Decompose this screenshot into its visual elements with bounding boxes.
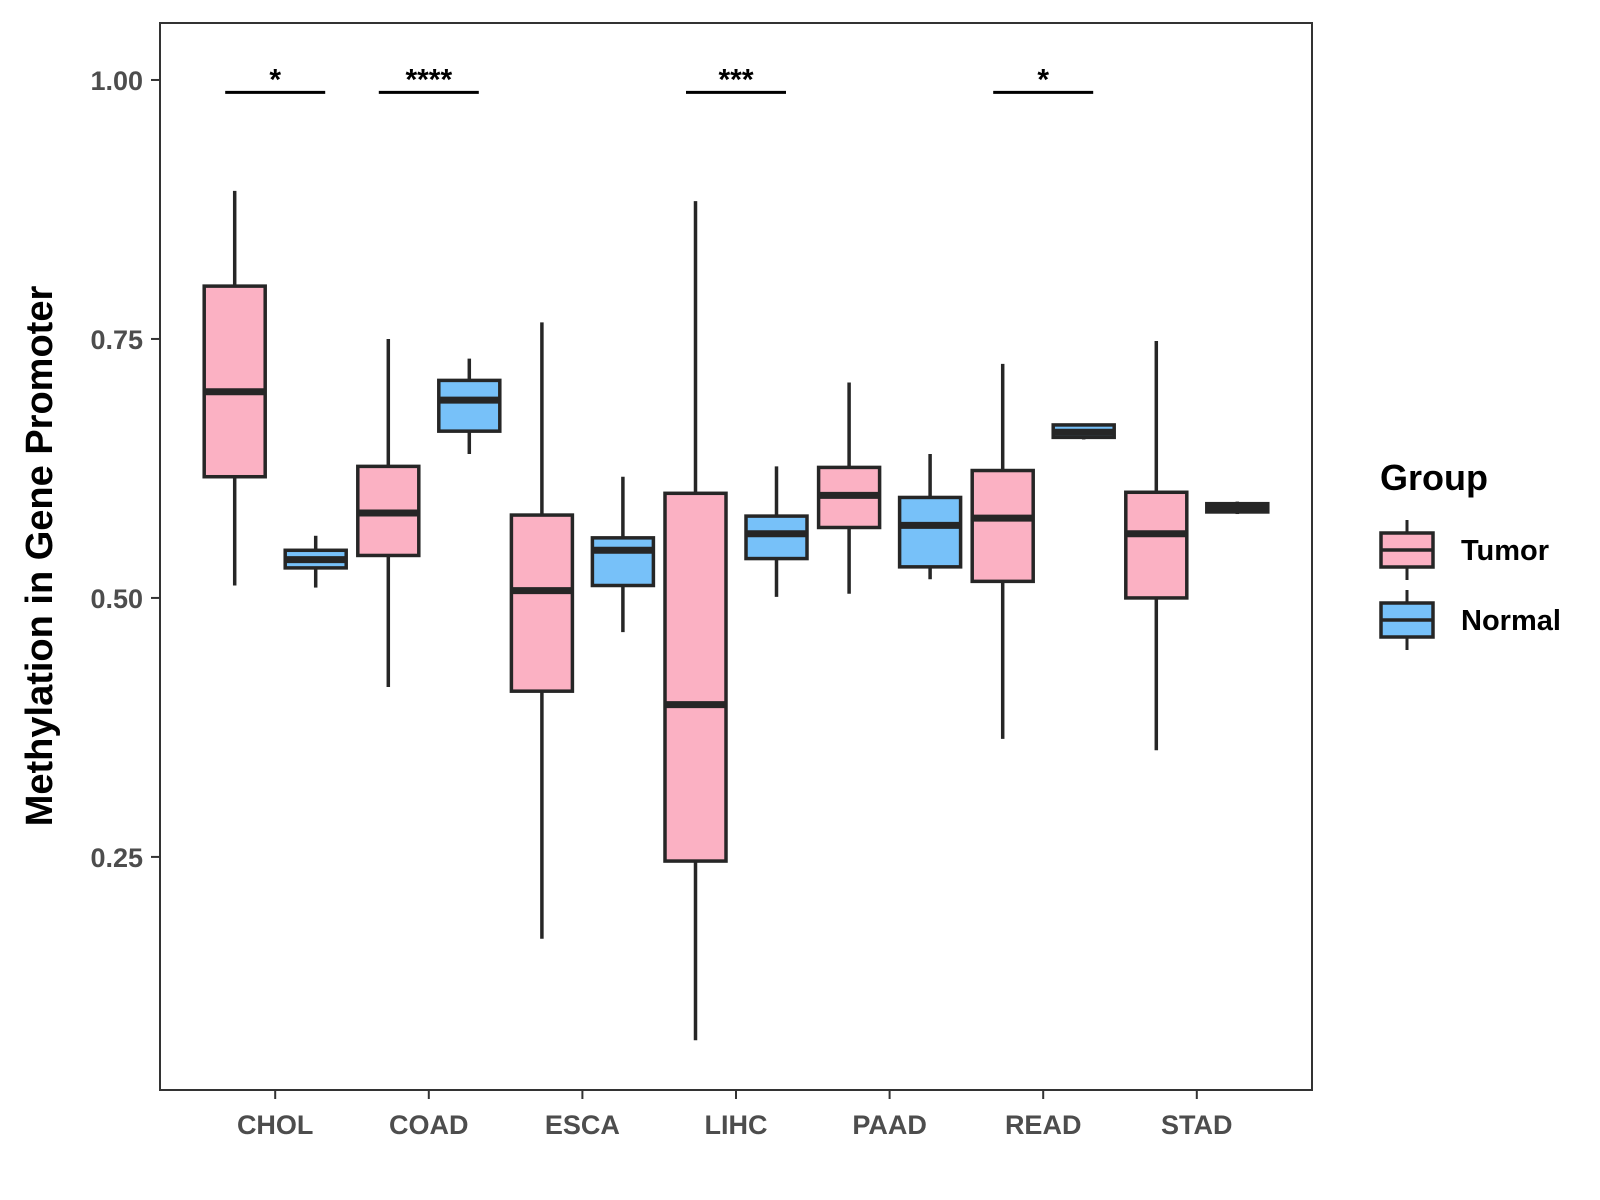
box-normal-paad xyxy=(897,453,963,580)
y-tick-label: 0.75 xyxy=(90,325,143,355)
legend-title: Group xyxy=(1380,457,1488,498)
box-normal-stad xyxy=(1205,501,1270,515)
plot-panel xyxy=(159,22,1313,1091)
significance-brackets: * **** *** * xyxy=(225,63,1094,96)
box-body xyxy=(897,495,963,569)
box-tumor-paad xyxy=(816,382,882,594)
x-tick-label-read: READ xyxy=(1005,1110,1082,1140)
box-normal-esca xyxy=(590,476,656,633)
y-tick-label: 0.25 xyxy=(90,843,143,873)
y-tick-label: 1.00 xyxy=(90,66,143,96)
box-body xyxy=(744,514,809,561)
x-tick-label-coad: COAD xyxy=(389,1110,469,1140)
box-body xyxy=(509,513,575,693)
y-tick-label: 0.50 xyxy=(90,584,143,614)
box-body xyxy=(437,378,502,433)
x-axis: CHOL COAD ESCA LIHC PAAD READ STAD xyxy=(237,1090,1233,1140)
legend-item-normal: Normal xyxy=(1379,590,1561,650)
box-tumor-chol xyxy=(202,190,267,586)
legend-label: Tumor xyxy=(1461,535,1549,567)
box-series xyxy=(202,190,1270,1041)
significance-label: *** xyxy=(718,63,753,96)
y-axis: 0.25 0.50 0.75 1.00 xyxy=(90,66,160,873)
legend-item-tumor: Tumor xyxy=(1379,520,1549,580)
box-tumor-stad xyxy=(1124,341,1189,751)
x-tick-label-stad: STAD xyxy=(1161,1110,1233,1140)
y-axis-title: Methylation in Gene Promoter xyxy=(19,286,61,827)
x-tick-label-paad: PAAD xyxy=(852,1110,927,1140)
box-tumor-esca xyxy=(509,322,575,939)
box-normal-chol xyxy=(283,535,348,588)
significance-label: * xyxy=(1037,63,1049,96)
box-normal-lihc xyxy=(744,466,809,597)
box-body xyxy=(1124,490,1189,600)
box-normal-coad xyxy=(437,358,502,454)
box-body xyxy=(663,491,728,863)
box-tumor-read xyxy=(970,363,1035,739)
box-tumor-coad xyxy=(356,338,421,688)
significance-label: * xyxy=(269,63,281,96)
box-tumor-lihc xyxy=(663,201,728,1041)
box-body xyxy=(970,468,1035,584)
x-tick-label-lihc: LIHC xyxy=(705,1110,768,1140)
x-tick-label-chol: CHOL xyxy=(237,1110,314,1140)
x-tick-label-esca: ESCA xyxy=(545,1110,620,1140)
legend-label: Normal xyxy=(1461,605,1561,637)
box-normal-read xyxy=(1051,423,1116,440)
box-body xyxy=(202,284,267,479)
legend: Group Tumor Normal xyxy=(1379,457,1561,650)
significance-label: **** xyxy=(405,63,452,96)
box-body xyxy=(590,536,656,588)
